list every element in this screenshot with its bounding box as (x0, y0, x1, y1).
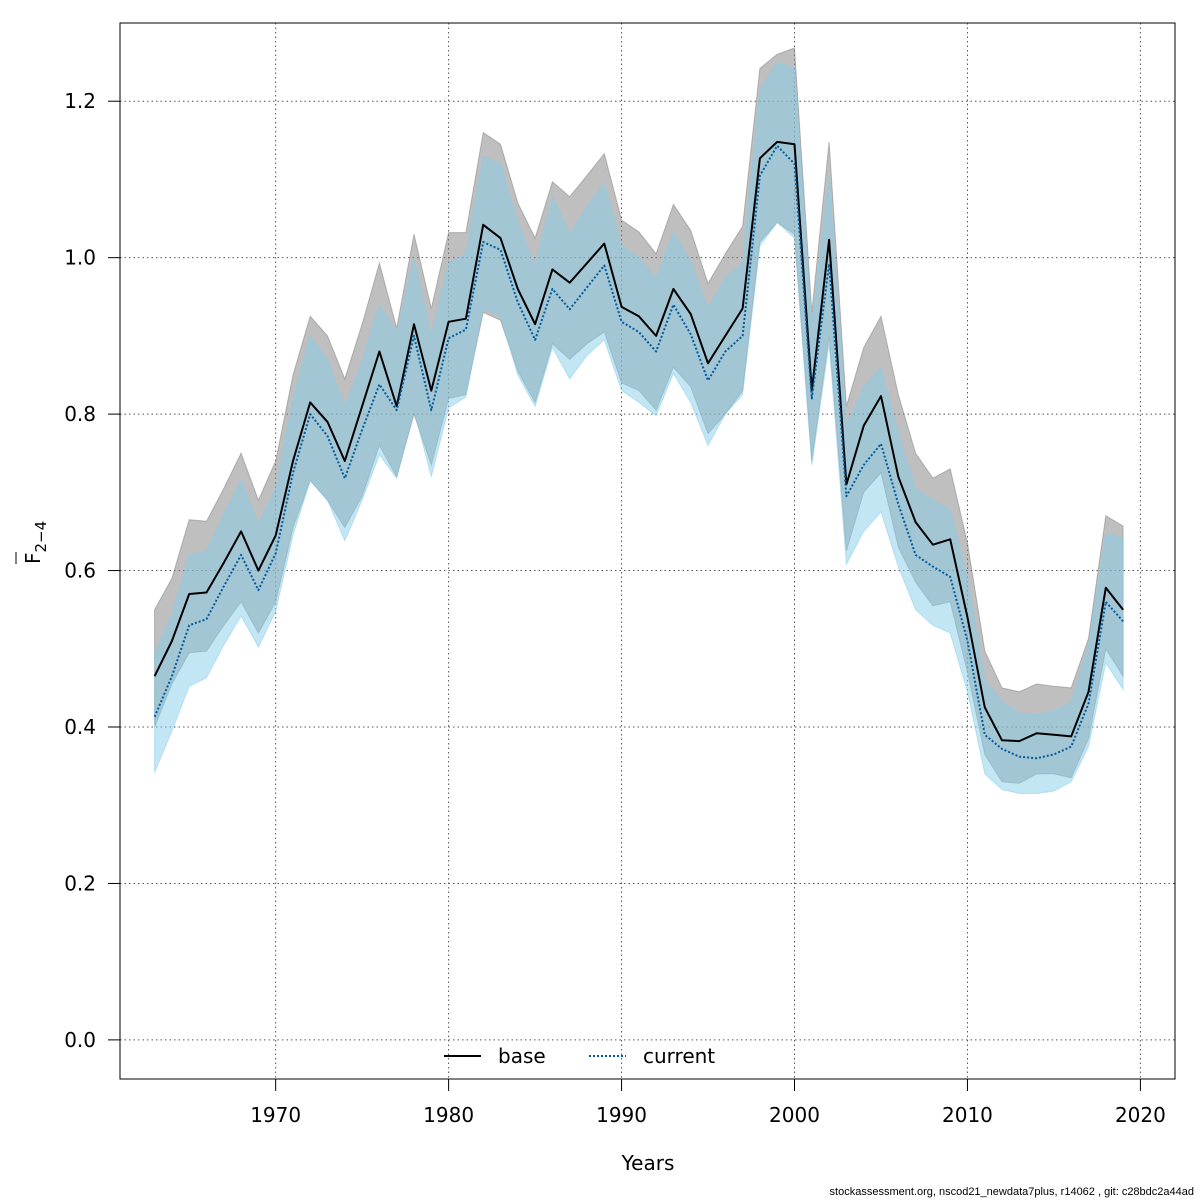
y-axis-title-sub: 2−4 (32, 521, 50, 553)
x-tick-label-2020: 2020 (1115, 1103, 1166, 1127)
legend: base current (444, 1044, 715, 1068)
y-tick-label-4: 0.8 (64, 402, 96, 426)
legend-label-base: base (498, 1044, 546, 1068)
x-axis-title: Years (621, 1151, 675, 1175)
y-tick-label-6: 1.2 (64, 89, 96, 113)
y-axis-title-base: F (21, 552, 45, 564)
y-axis-title: F2−4 (15, 521, 50, 564)
series-line-current (153, 144, 1124, 760)
band-current (154, 61, 1124, 794)
y-tick-label-0: 0.0 (64, 1028, 96, 1052)
footer-caption: stockassessment.org, nscod21_newdata7plu… (829, 1186, 1194, 1198)
svg-text:F2−4: F2−4 (21, 521, 50, 564)
x-tick-label-1980: 1980 (423, 1103, 474, 1127)
x-tick-label-2010: 2010 (942, 1103, 993, 1127)
x-tick-label-2000: 2000 (769, 1103, 820, 1127)
series-line-base (153, 140, 1124, 743)
x-tick-label-1970: 1970 (250, 1103, 301, 1127)
axes: 1970 1980 1990 2000 2010 2020 0.0 0.2 0.4 0.6 0.8 1… (64, 89, 1166, 1127)
confidence-bands (154, 47, 1124, 794)
y-tick-label-5: 1.0 (64, 246, 96, 270)
legend-label-current: current (643, 1044, 715, 1068)
y-tick-label-3: 0.6 (64, 559, 96, 583)
series-lines (153, 140, 1124, 760)
y-tick-label-1: 0.2 (64, 871, 96, 895)
x-tick-label-1990: 1990 (596, 1103, 647, 1127)
y-tick-label-2: 0.4 (64, 715, 96, 739)
